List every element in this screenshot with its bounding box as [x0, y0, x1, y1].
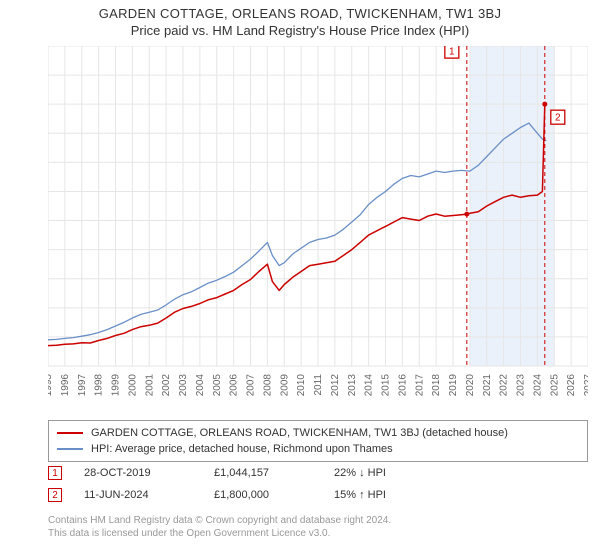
svg-text:2020: 2020 — [465, 374, 476, 397]
sale-row: 2 11-JUN-2024£1,800,00015% ↑ HPI — [48, 484, 588, 506]
legend-row: GARDEN COTTAGE, ORLEANS ROAD, TWICKENHAM… — [57, 425, 579, 441]
svg-text:1998: 1998 — [94, 374, 105, 397]
sale-marker: 1 — [48, 466, 62, 480]
svg-text:2016: 2016 — [397, 374, 408, 397]
sale-delta: 22% ↓ HPI — [334, 467, 454, 479]
svg-text:1997: 1997 — [77, 374, 88, 397]
svg-text:1995: 1995 — [48, 374, 54, 397]
svg-text:2024: 2024 — [532, 374, 543, 397]
svg-text:2011: 2011 — [313, 374, 324, 396]
svg-text:2027: 2027 — [583, 374, 588, 397]
footer-line-1: Contains HM Land Registry data © Crown c… — [48, 514, 588, 527]
footer-line-2: This data is licensed under the Open Gov… — [48, 527, 588, 540]
svg-text:2026: 2026 — [566, 374, 577, 397]
svg-text:1996: 1996 — [60, 374, 71, 397]
chart-container: { "title": "GARDEN COTTAGE, ORLEANS ROAD… — [0, 0, 600, 560]
svg-text:2025: 2025 — [549, 374, 560, 397]
legend: GARDEN COTTAGE, ORLEANS ROAD, TWICKENHAM… — [48, 420, 588, 462]
svg-text:2000: 2000 — [127, 374, 138, 397]
svg-text:2022: 2022 — [499, 374, 510, 397]
svg-text:2017: 2017 — [414, 374, 425, 397]
legend-label: HPI: Average price, detached house, Rich… — [91, 443, 393, 455]
legend-swatch — [57, 448, 83, 450]
svg-text:2010: 2010 — [296, 374, 307, 397]
svg-text:2014: 2014 — [364, 374, 375, 397]
svg-text:2013: 2013 — [347, 374, 358, 397]
legend-swatch — [57, 432, 83, 434]
legend-label: GARDEN COTTAGE, ORLEANS ROAD, TWICKENHAM… — [91, 427, 508, 439]
svg-text:2002: 2002 — [161, 374, 172, 397]
plot-area: £0£200K£400K£600K£800K£1M£1.2M£1.4M£1.6M… — [48, 46, 588, 406]
sale-marker: 2 — [48, 488, 62, 502]
sale-delta: 15% ↑ HPI — [334, 489, 454, 501]
sale-price: £1,800,000 — [214, 489, 334, 501]
svg-text:2001: 2001 — [144, 374, 155, 397]
svg-text:2019: 2019 — [448, 374, 459, 397]
chart-title: GARDEN COTTAGE, ORLEANS ROAD, TWICKENHAM… — [0, 0, 600, 21]
svg-text:2021: 2021 — [482, 374, 493, 397]
svg-text:2003: 2003 — [178, 374, 189, 397]
chart-subtitle: Price paid vs. HM Land Registry's House … — [0, 21, 600, 42]
svg-text:2007: 2007 — [246, 374, 257, 397]
sale-date: 11-JUN-2024 — [84, 489, 214, 501]
svg-text:2: 2 — [555, 113, 561, 124]
svg-text:1: 1 — [449, 47, 455, 58]
svg-text:2018: 2018 — [431, 374, 442, 397]
legend-row: HPI: Average price, detached house, Rich… — [57, 441, 579, 457]
svg-text:2006: 2006 — [229, 374, 240, 397]
sale-price: £1,044,157 — [214, 467, 334, 479]
sale-date: 28-OCT-2019 — [84, 467, 214, 479]
svg-text:2004: 2004 — [195, 374, 206, 397]
svg-text:2008: 2008 — [262, 374, 273, 397]
plot-svg: £0£200K£400K£600K£800K£1M£1.2M£1.4M£1.6M… — [48, 46, 588, 406]
sale-row: 1 28-OCT-2019£1,044,15722% ↓ HPI — [48, 462, 588, 484]
footer-attribution: Contains HM Land Registry data © Crown c… — [48, 514, 588, 540]
svg-text:1999: 1999 — [111, 374, 122, 397]
svg-text:2015: 2015 — [381, 374, 392, 397]
svg-text:2009: 2009 — [279, 374, 290, 397]
svg-text:2005: 2005 — [212, 374, 223, 397]
svg-text:2012: 2012 — [330, 374, 341, 397]
sales-table: 1 28-OCT-2019£1,044,15722% ↓ HPI 2 11-JUN-2… — [48, 462, 588, 506]
svg-text:2023: 2023 — [516, 374, 527, 397]
